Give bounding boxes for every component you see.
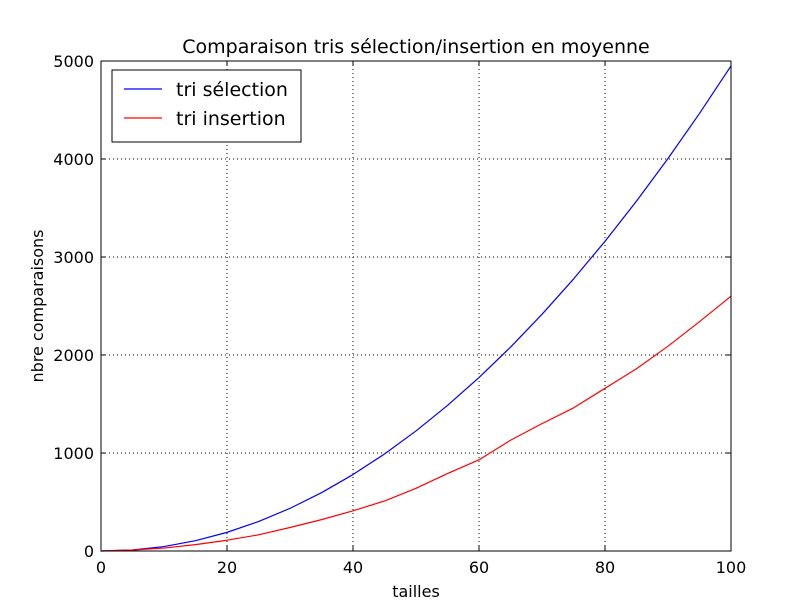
legend: tri sélection tri insertion (111, 69, 302, 143)
x-tick-label: 60 (469, 558, 489, 577)
y-tick-label: 3000 (53, 248, 94, 267)
legend-box (111, 69, 302, 143)
y-tick-label: 1000 (53, 444, 94, 463)
x-tick-label: 100 (716, 558, 747, 577)
y-tick-label: 0 (84, 542, 94, 561)
x-tick-label: 80 (595, 558, 615, 577)
series-lines (100, 65, 732, 552)
legend-label-2: tri insertion (176, 108, 286, 130)
x-tick-label: 20 (217, 558, 237, 577)
plot-area-frame (100, 60, 732, 552)
series-line-1 (100, 65, 732, 552)
y-tick-label: 4000 (53, 150, 94, 169)
y-tick-label: 2000 (53, 346, 94, 365)
legend-label-1: tri sélection (176, 79, 288, 101)
y-tick-label: 5000 (53, 52, 94, 71)
x-tick-label: 0 (96, 558, 106, 577)
x-axis-label: tailles (392, 582, 440, 601)
series-line-2 (100, 295, 732, 552)
y-axis-label: nbre comparaisons (28, 229, 47, 382)
grid-lines (101, 61, 731, 551)
chart-title: Comparaison tris sélection/insertion en … (182, 36, 650, 58)
x-tick-label: 40 (343, 558, 363, 577)
